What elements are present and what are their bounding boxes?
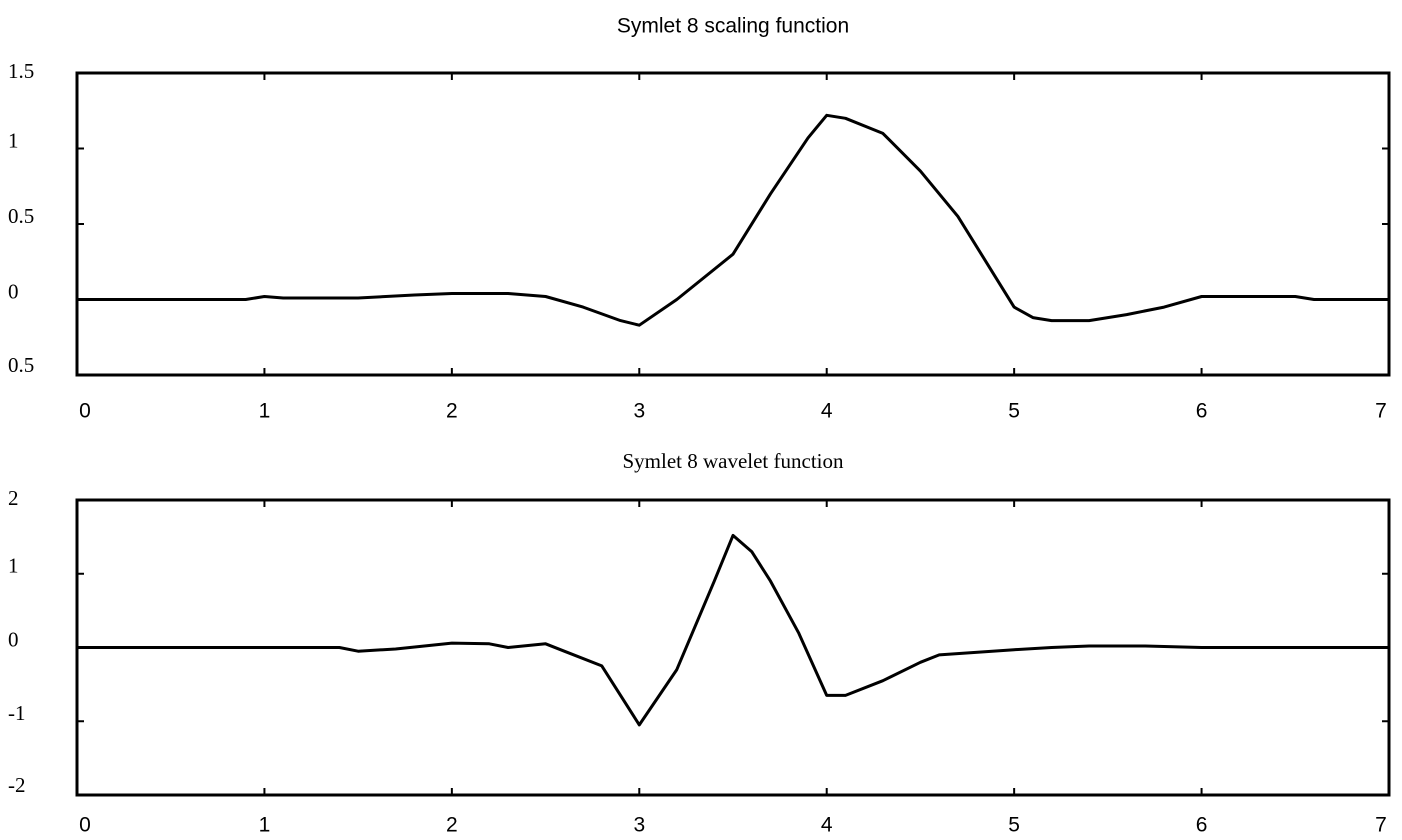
y-tick-label: -1 xyxy=(8,701,26,725)
plot-frame xyxy=(75,71,1391,377)
y-tick-label: 2 xyxy=(8,486,19,510)
y-tick-label: 0.5 xyxy=(8,353,34,377)
x-tick-label: 7 xyxy=(1375,400,1387,423)
y-tick-label: 1 xyxy=(8,128,19,152)
data-line xyxy=(77,533,1389,727)
y-tick-label: 0 xyxy=(8,627,19,651)
x-tick-label: 6 xyxy=(1196,400,1208,423)
x-tick-label: 3 xyxy=(633,814,645,837)
x-tick-label: 7 xyxy=(1375,814,1387,837)
x-tick-label: 5 xyxy=(1008,400,1020,423)
x-tick-label: 0 xyxy=(79,814,91,837)
x-tick-label: 1 xyxy=(259,400,271,423)
x-tick-label: 2 xyxy=(446,814,458,837)
x-tick-label: 4 xyxy=(821,400,833,423)
y-tick-label: 0.5 xyxy=(8,204,34,228)
y-tick-label: 0 xyxy=(8,279,19,303)
y-tick-label: -2 xyxy=(8,773,26,797)
y-tick-label: 1.5 xyxy=(8,59,34,83)
x-tick-label: 0 xyxy=(79,400,91,423)
chart-title: Symlet 8 wavelet function xyxy=(622,449,844,473)
x-tick-label: 6 xyxy=(1196,814,1208,837)
x-tick-label: 5 xyxy=(1008,814,1020,837)
data-line xyxy=(77,113,1389,327)
x-tick-label: 3 xyxy=(633,400,645,423)
chart-title: Symlet 8 scaling function xyxy=(617,15,849,38)
x-tick-label: 2 xyxy=(446,400,458,423)
x-tick-label: 1 xyxy=(259,814,271,837)
x-tick-label: 4 xyxy=(821,814,833,837)
y-tick-label: 1 xyxy=(8,554,19,578)
